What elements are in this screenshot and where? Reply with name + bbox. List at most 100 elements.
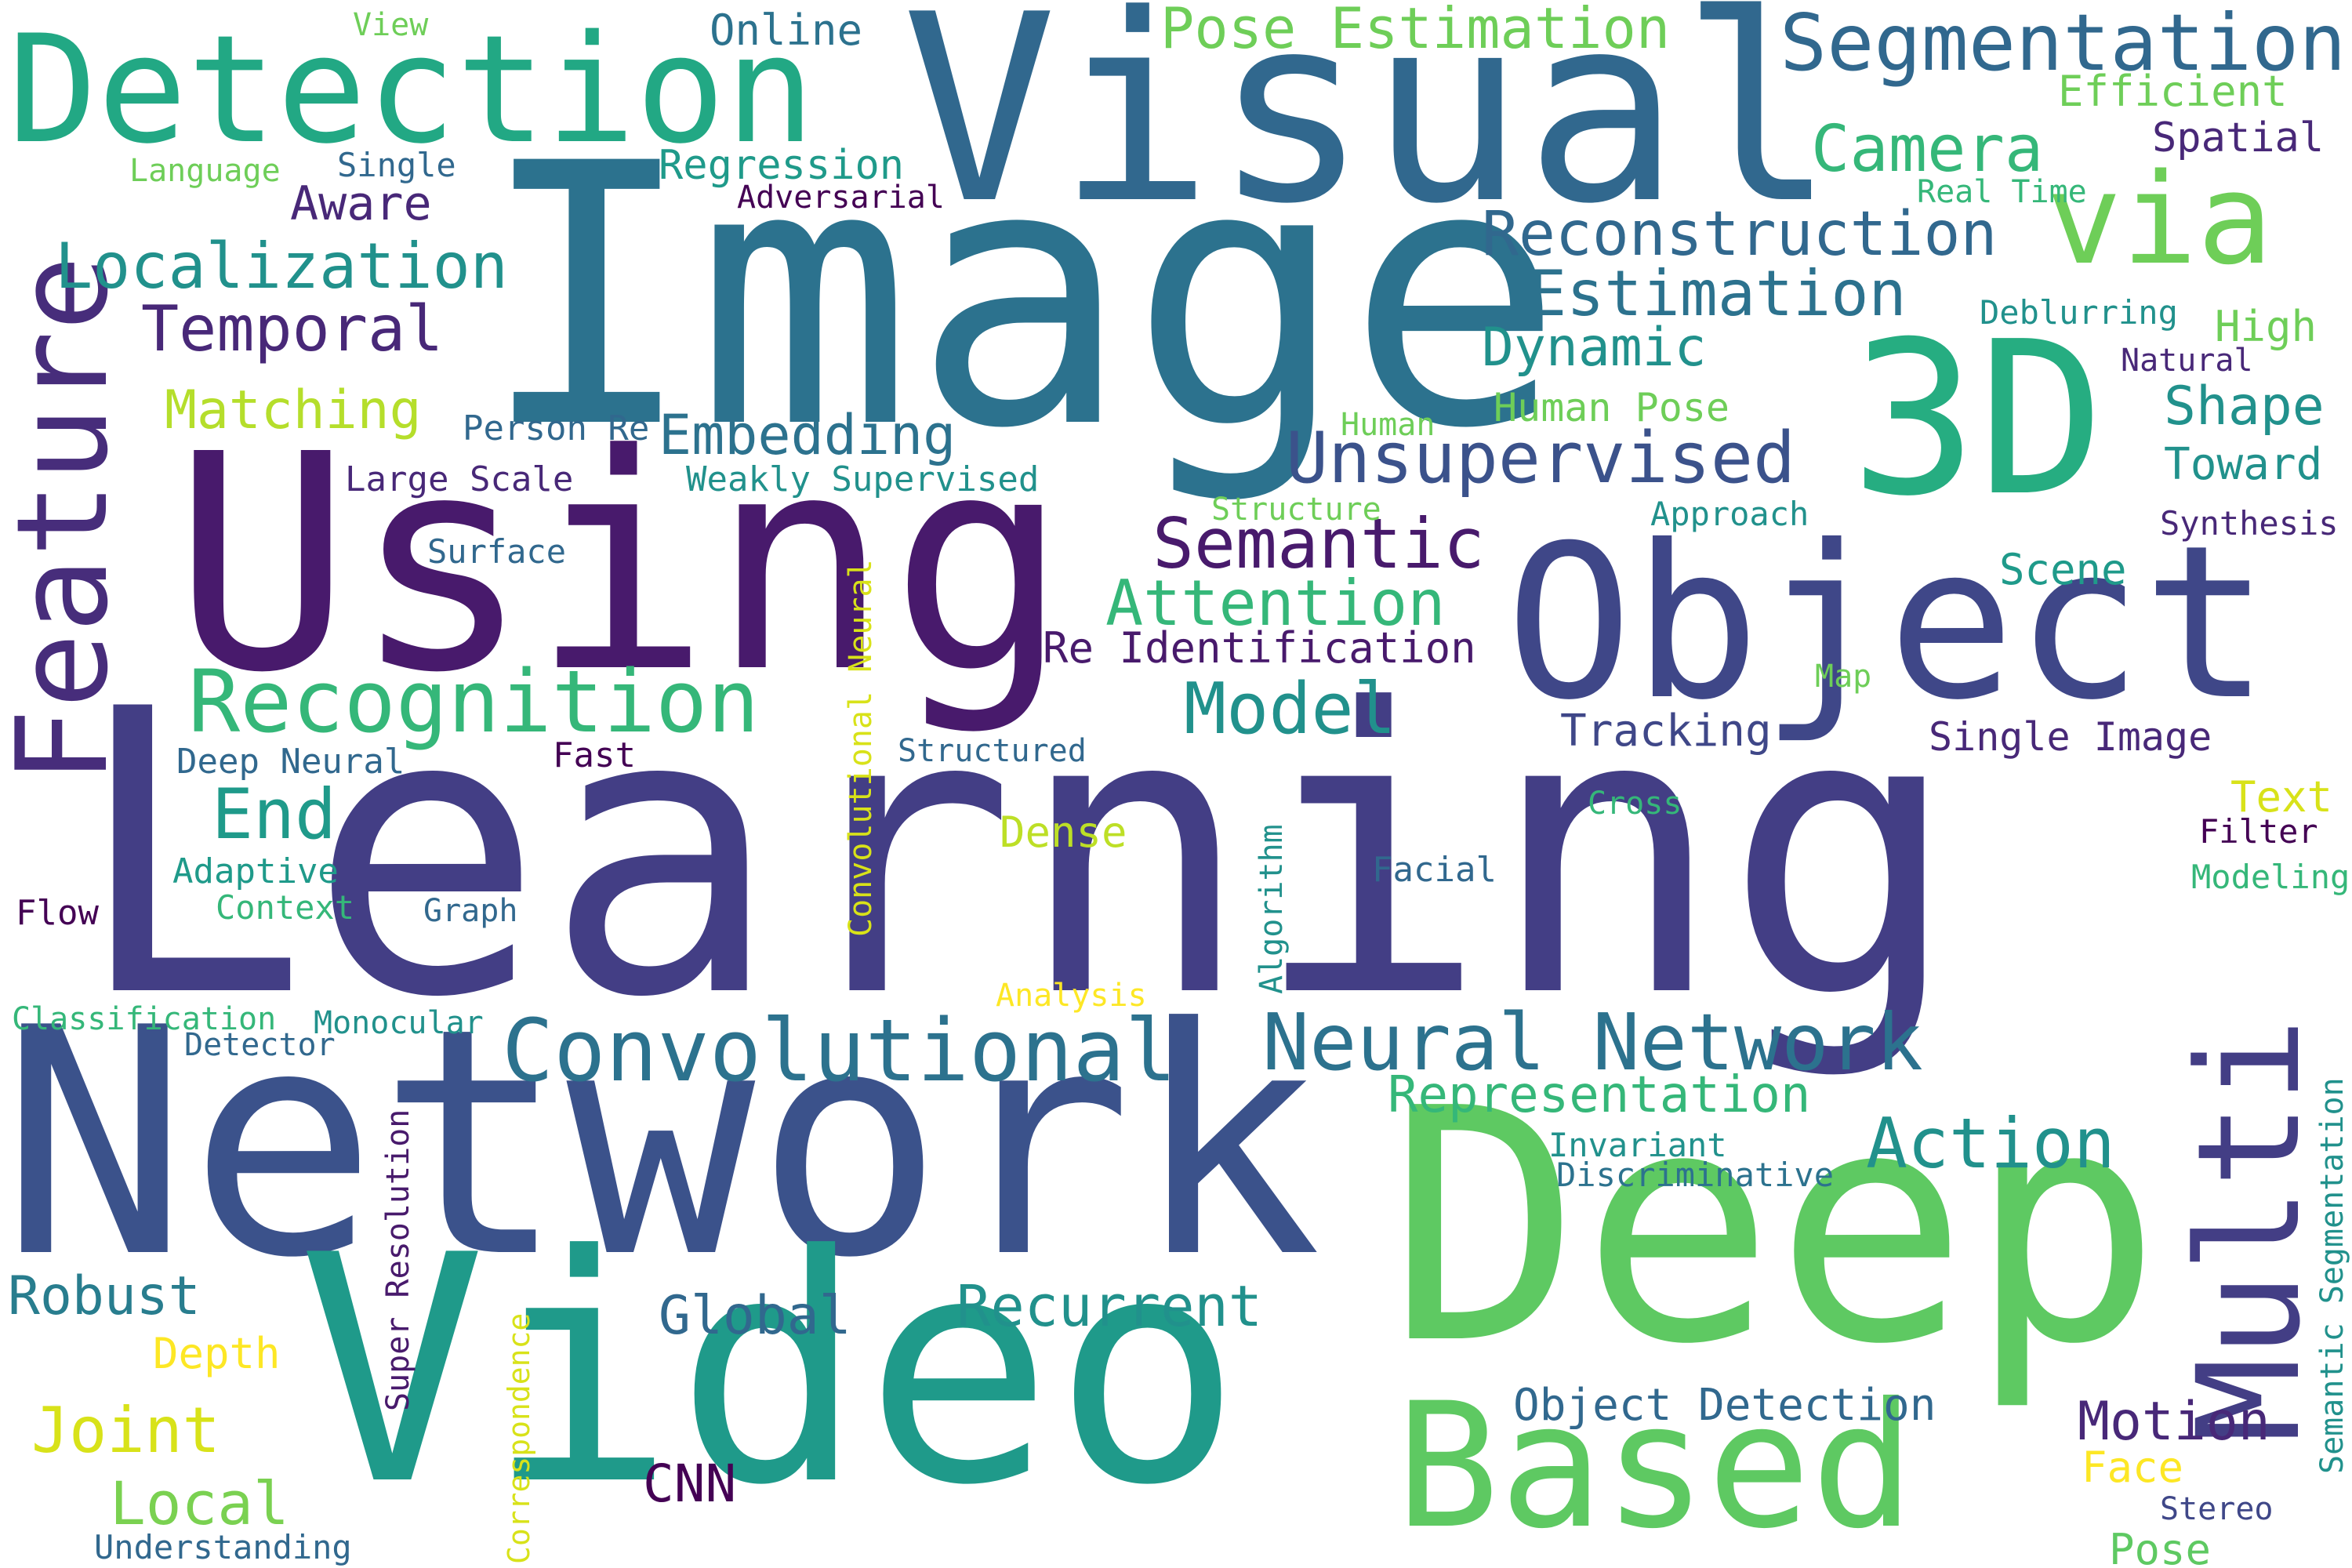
word-super-resolution: Super Resolution — [380, 1109, 416, 1411]
word-modeling: Modeling — [2191, 858, 2350, 896]
word-large-scale: Large Scale — [345, 459, 574, 499]
word-via: via — [2046, 146, 2273, 292]
word-attention: Attention — [1105, 567, 1446, 640]
word-person-re: Person Re — [463, 408, 650, 448]
word-re-identification: Re Identification — [1043, 623, 1476, 673]
word-map: Map — [1815, 659, 1872, 695]
word-cnn: CNN — [643, 1454, 737, 1514]
word-single-image: Single Image — [1929, 714, 2212, 760]
word-detection: Detection — [8, 3, 815, 176]
word-object-detection: Object Detection — [1513, 1380, 1936, 1431]
word-discriminative: Discriminative — [1556, 1156, 1835, 1194]
word-language: Language — [129, 153, 281, 189]
word-segmentation: Segmentation — [1780, 0, 2347, 89]
word-aware: Aware — [290, 176, 432, 231]
word-convolutional: Convolutional — [502, 1000, 1177, 1101]
word-real-time: Real Time — [1917, 174, 2087, 210]
word-image: Image — [478, 88, 1564, 507]
word-object: Object — [1505, 499, 2270, 746]
word-video: Video — [298, 1189, 1243, 1554]
word-action: Action — [1866, 1103, 2115, 1184]
word-dynamic: Dynamic — [1482, 317, 1707, 379]
word-pose: Pose — [2109, 1525, 2212, 1568]
word-weakly-supervised: Weakly Supervised — [686, 459, 1040, 499]
word-learning: Learning — [72, 626, 1961, 1083]
word-depth: Depth — [153, 1329, 281, 1378]
word-face: Face — [2082, 1443, 2184, 1492]
word-recurrent: Recurrent — [956, 1273, 1263, 1339]
word-spatial: Spatial — [2152, 114, 2325, 162]
word-stereo: Stereo — [2160, 1491, 2274, 1527]
word-feature: Feature — [0, 255, 136, 784]
word-model: Model — [1184, 668, 1396, 750]
word-human: Human — [1341, 407, 1436, 443]
word-representation: Representation — [1388, 1066, 1811, 1124]
word-algorithm: Algorithm — [1254, 824, 1290, 994]
word-facial: Facial — [1372, 850, 1497, 890]
word-convolutional-neural: Convolutional Neural — [843, 559, 879, 937]
word-cross: Cross — [1588, 786, 1682, 822]
word-correspondence: Correspondence — [502, 1312, 536, 1564]
word-synthesis: Synthesis — [2160, 504, 2339, 543]
word-network: Network — [0, 962, 1322, 1327]
word-robust: Robust — [8, 1265, 201, 1327]
word-adversarial: Adversarial — [737, 180, 945, 216]
word-invariant: Invariant — [1548, 1126, 1727, 1164]
word-based: Based — [1396, 1366, 1915, 1566]
word-toward: Toward — [2164, 439, 2323, 490]
word-regression: Regression — [659, 142, 905, 189]
word-visual: Visual — [902, 0, 1837, 260]
word-deep-neural: Deep Neural — [176, 742, 405, 782]
word-embedding: Embedding — [659, 403, 956, 467]
word-camera: Camera — [1811, 112, 2044, 187]
word-online: Online — [710, 5, 863, 55]
word-structure: Structure — [1211, 492, 1381, 528]
word-adaptive: Adaptive — [172, 851, 339, 891]
word-local: Local — [110, 1468, 289, 1538]
word-analysis: Analysis — [996, 978, 1147, 1014]
word-shape: Shape — [2164, 376, 2325, 437]
word-text: Text — [2230, 772, 2333, 822]
word-scene: Scene — [1999, 545, 2127, 594]
word-graph: Graph — [423, 893, 518, 929]
word-natural: Natural — [2121, 343, 2253, 379]
word-structured: Structured — [898, 733, 1087, 769]
word-temporal: Temporal — [141, 292, 444, 365]
word-single: Single — [337, 146, 456, 184]
word-dense: Dense — [1000, 808, 1127, 857]
word-approach: Approach — [1650, 495, 1809, 533]
word-classification: Classification — [12, 1001, 277, 1037]
word-context: Context — [216, 888, 355, 927]
word-understanding: Understanding — [94, 1528, 352, 1566]
word-using: Using — [172, 390, 1069, 738]
word-filter: Filter — [2199, 812, 2318, 851]
word-reconstruction: Reconstruction — [1482, 199, 1998, 270]
word-human-pose: Human Pose — [1494, 385, 1730, 430]
word-multi: Multi — [2168, 1018, 2332, 1443]
word-global: Global — [659, 1285, 851, 1347]
word-semantic-segmentation: Semantic Segmentation — [2314, 1077, 2350, 1474]
word-end: End — [212, 774, 336, 855]
word-unsupervised: Unsupervised — [1286, 417, 1796, 499]
word-surface: Surface — [427, 532, 567, 571]
word-joint: Joint — [31, 1394, 220, 1467]
word-deep: Deep — [1388, 1040, 2162, 1414]
word-pose-estimation: Pose Estimation — [1160, 0, 1671, 61]
word-view: View — [353, 7, 429, 43]
word-estimation: Estimation — [1529, 257, 1907, 330]
word-motion: Motion — [2078, 1391, 2270, 1453]
word-deblurring: Deblurring — [1980, 293, 2178, 332]
word-high: High — [2215, 302, 2318, 351]
word-flow: Flow — [16, 893, 99, 933]
word-localization: Localization — [55, 230, 508, 303]
word-efficient: Efficient — [2058, 67, 2288, 116]
word-detector: Detector — [184, 1027, 336, 1063]
word-neural-network: Neural Network — [1262, 996, 1923, 1088]
word-fast: Fast — [553, 735, 636, 775]
word-3d: 3D — [1850, 296, 2106, 543]
word-tracking: Tracking — [1560, 706, 1772, 757]
word-semantic: Semantic — [1152, 503, 1485, 584]
word-monocular: Monocular — [314, 1005, 484, 1041]
word-recognition: Recognition — [188, 652, 760, 752]
